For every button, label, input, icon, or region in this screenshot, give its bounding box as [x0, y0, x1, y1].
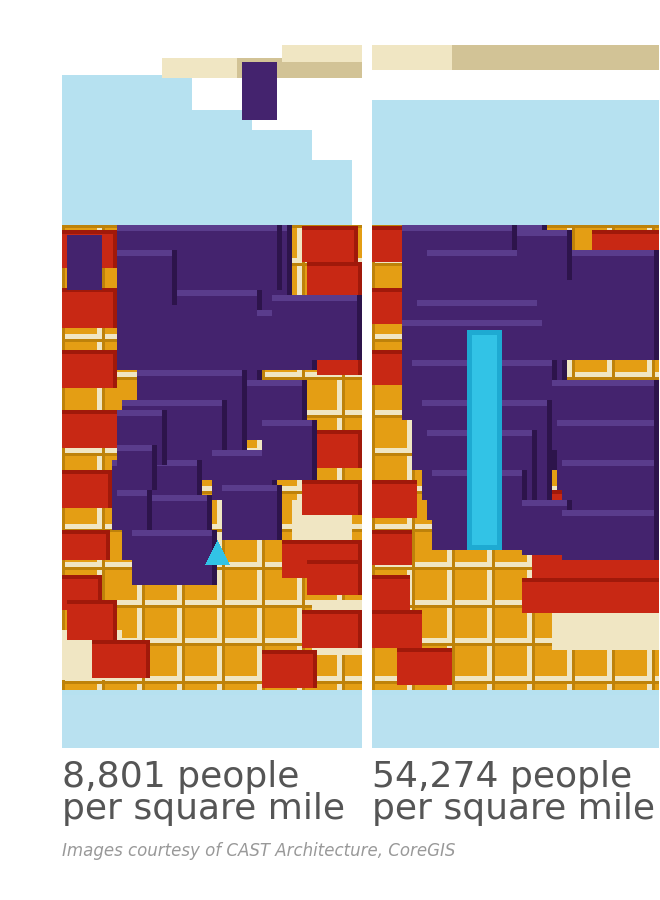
Text: per square mile: per square mile: [62, 792, 345, 826]
Text: 8,801 people: 8,801 people: [62, 760, 300, 794]
Text: per square mile: per square mile: [372, 792, 655, 826]
Text: 54,274 people: 54,274 people: [372, 760, 632, 794]
Text: Images courtesy of CAST Architecture, CoreGIS: Images courtesy of CAST Architecture, Co…: [62, 842, 455, 860]
